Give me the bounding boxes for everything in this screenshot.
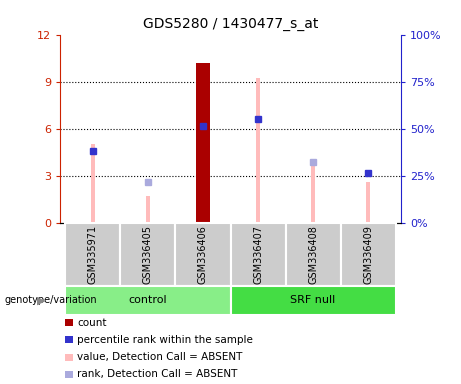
Bar bbox=[65, 223, 120, 286]
Text: GSM335971: GSM335971 bbox=[88, 225, 98, 284]
Bar bbox=[120, 223, 176, 286]
Text: GSM336405: GSM336405 bbox=[143, 225, 153, 284]
Text: ▶: ▶ bbox=[37, 295, 46, 306]
Bar bbox=[311, 163, 315, 223]
Text: GSM336408: GSM336408 bbox=[308, 225, 318, 284]
Text: percentile rank within the sample: percentile rank within the sample bbox=[77, 335, 254, 345]
Title: GDS5280 / 1430477_s_at: GDS5280 / 1430477_s_at bbox=[143, 17, 318, 31]
Bar bbox=[341, 223, 396, 286]
Bar bbox=[146, 196, 150, 223]
Text: genotype/variation: genotype/variation bbox=[5, 295, 97, 306]
Bar bbox=[230, 223, 285, 286]
Text: value, Detection Call = ABSENT: value, Detection Call = ABSENT bbox=[77, 352, 243, 362]
Text: count: count bbox=[77, 318, 107, 328]
Text: SRF null: SRF null bbox=[290, 295, 336, 306]
Bar bbox=[256, 78, 260, 223]
Bar bbox=[285, 223, 341, 286]
Bar bbox=[65, 286, 230, 315]
Bar bbox=[230, 286, 396, 315]
Text: GSM336407: GSM336407 bbox=[253, 225, 263, 284]
Bar bbox=[176, 223, 230, 286]
Bar bbox=[366, 182, 370, 223]
Text: GSM336409: GSM336409 bbox=[363, 225, 373, 284]
Bar bbox=[91, 144, 95, 223]
Text: rank, Detection Call = ABSENT: rank, Detection Call = ABSENT bbox=[77, 369, 238, 379]
Bar bbox=[196, 63, 210, 223]
Text: control: control bbox=[129, 295, 167, 306]
Text: GSM336406: GSM336406 bbox=[198, 225, 208, 284]
